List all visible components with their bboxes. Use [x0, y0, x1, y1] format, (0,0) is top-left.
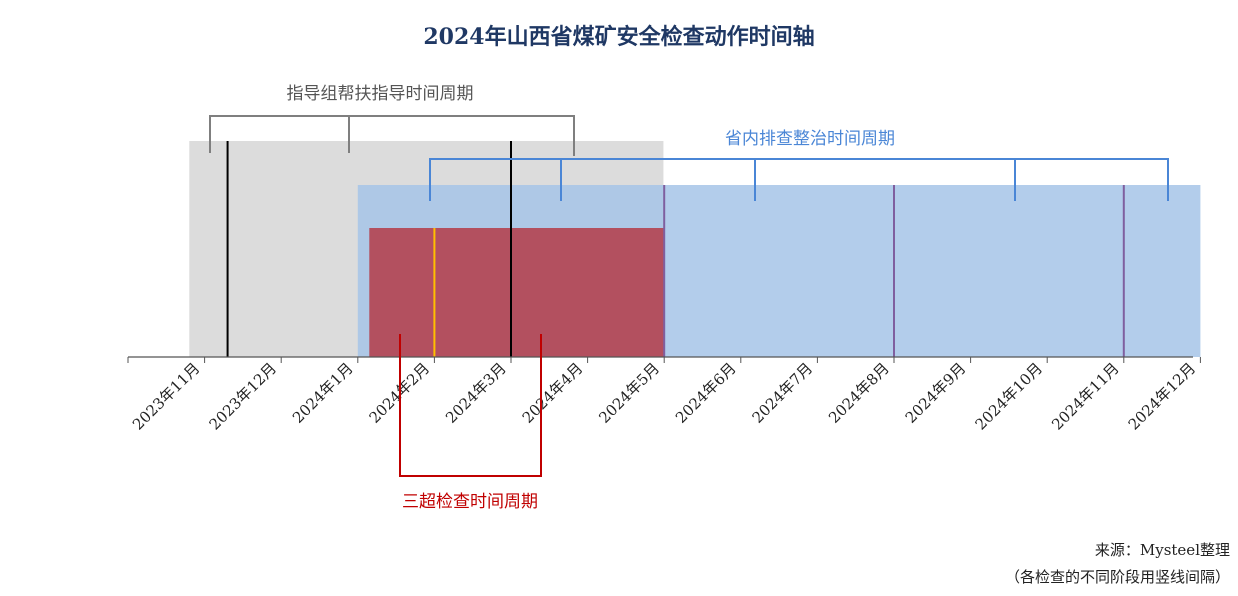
x-tick-label: 2024年5月 — [595, 359, 663, 427]
three-over-period-bracket — [399, 334, 542, 477]
guidance-period-label: 指导组帮扶指导时间周期 — [287, 84, 474, 104]
x-tick-label: 2024年8月 — [825, 359, 893, 427]
period-bars — [189, 141, 1201, 357]
x-tick-label: 2024年1月 — [289, 359, 357, 427]
x-tick-label: 2024年7月 — [749, 359, 817, 427]
provincial-period-bracket — [429, 158, 1169, 201]
provincial-period-label: 省内排查整治时间周期 — [725, 129, 895, 149]
source-note-sub: （各检查的不同阶段用竖线间隔） — [1005, 568, 1230, 586]
x-tick-label: 2024年11月 — [1048, 359, 1122, 433]
x-tick-label: 2023年12月 — [206, 359, 280, 433]
period-bar-3 — [369, 228, 665, 357]
x-tick-label: 2023年11月 — [129, 359, 203, 433]
x-tick-label: 2024年9月 — [902, 359, 970, 427]
x-axis-tick-labels: 2023年11月 2023年12月 2024年1月 2024年2月 2024年3月 202… — [129, 359, 1199, 433]
three-over-period-label: 三超检查时间周期 — [402, 492, 538, 512]
chart-title: 2024年山西省煤矿安全检查动作时间轴 — [423, 24, 814, 50]
guidance-period-bracket — [209, 115, 575, 156]
source-note: 来源：Mysteel整理 — [1095, 541, 1230, 559]
x-axis-ticks — [127, 357, 1201, 363]
x-tick-label: 2024年12月 — [1125, 359, 1199, 433]
x-tick-label: 2024年6月 — [672, 359, 740, 427]
x-tick-label: 2024年3月 — [442, 359, 510, 427]
x-tick-label: 2024年10月 — [972, 359, 1046, 433]
x-tick-label: 2024年4月 — [519, 359, 587, 427]
stage-dividers — [226, 141, 1125, 357]
